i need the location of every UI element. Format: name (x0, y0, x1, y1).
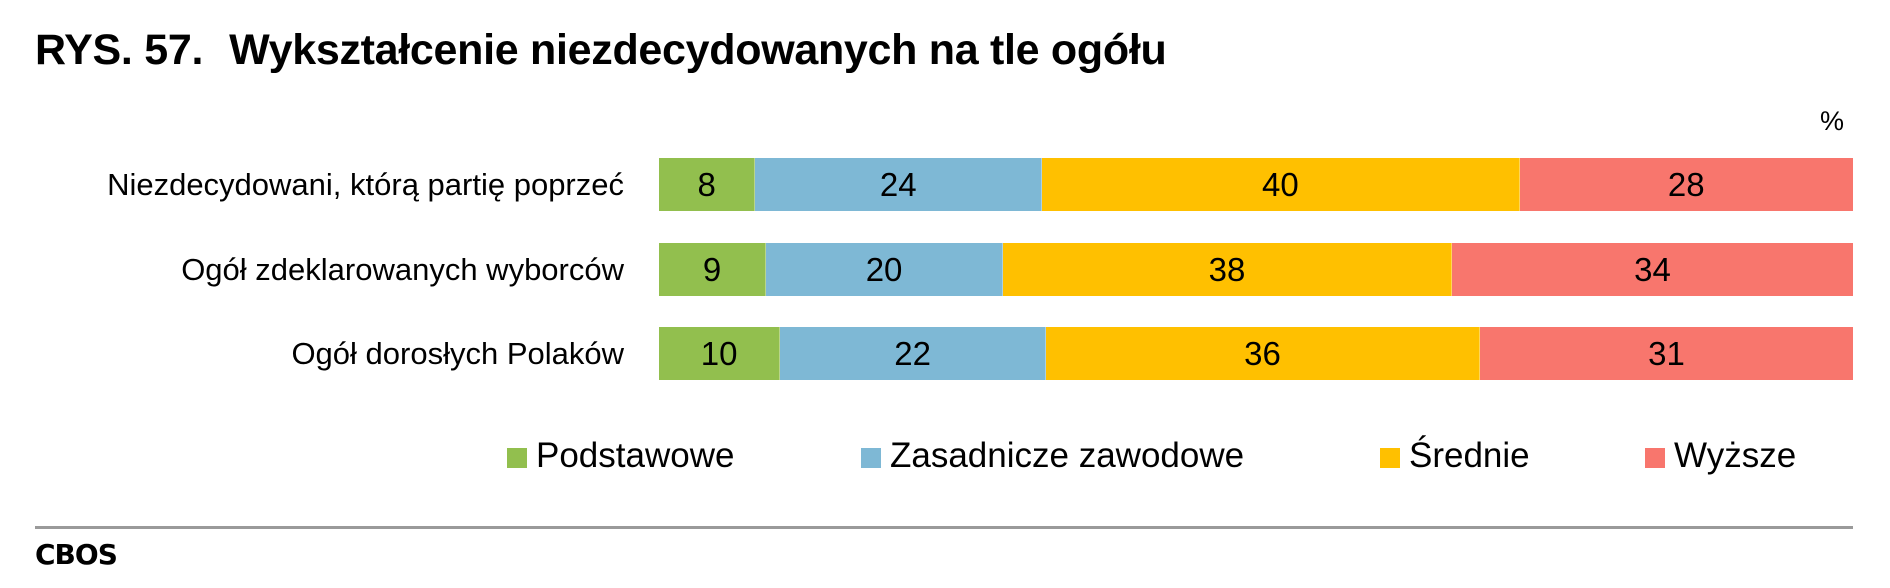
legend-label: Zasadnicze zawodowe (890, 436, 1245, 475)
unit-label: % (1820, 106, 1845, 136)
bar-row: Ogół dorosłych Polaków 10 22 36 31 (0, 327, 1890, 380)
figure-number: RYS. 57. (35, 26, 204, 74)
legend-swatch-icon (1645, 448, 1665, 468)
legend: Podstawowe Zasadnicze zawodowe Średnie W… (0, 436, 1890, 476)
source-label: CBOS (35, 538, 118, 571)
legend-label: Średnie (1409, 436, 1530, 475)
legend-label: Wyższe (1674, 436, 1797, 475)
segment-zasadnicze-zawodowe: 20 (766, 243, 1003, 296)
segment-wyzsze: 31 (1480, 327, 1853, 380)
segment-srednie: 40 (1042, 158, 1520, 211)
segment-podstawowe: 9 (659, 243, 767, 296)
bar-row: Ogół zdeklarowanych wyborców 9 20 38 34 (0, 243, 1890, 296)
legend-item-podstawowe: Podstawowe (507, 436, 734, 476)
legend-item-zasadnicze-zawodowe: Zasadnicze zawodowe (861, 436, 1244, 476)
segment-zasadnicze-zawodowe: 24 (755, 158, 1043, 211)
row-label: Ogół dorosłych Polaków (291, 336, 624, 371)
segment-podstawowe: 10 (659, 327, 781, 380)
segment-wyzsze: 34 (1452, 243, 1853, 296)
segment-podstawowe: 8 (659, 158, 756, 211)
legend-swatch-icon (861, 448, 881, 468)
segment-wyzsze: 28 (1519, 158, 1854, 211)
legend-item-wyzsze: Wyższe (1645, 436, 1796, 476)
chart-title: RYS. 57. Wykształcenie niezdecydowanych n… (35, 26, 1167, 75)
row-label: Ogół zdeklarowanych wyborców (181, 252, 624, 287)
footer-divider (35, 526, 1853, 529)
row-label: Niezdecydowani, którą partię poprzeć (107, 167, 624, 202)
bar-row: Niezdecydowani, którą partię poprzeć 8 2… (0, 158, 1890, 211)
legend-swatch-icon (507, 448, 527, 468)
stacked-bar: 9 20 38 34 (659, 243, 1853, 296)
legend-item-srednie: Średnie (1380, 436, 1530, 476)
legend-swatch-icon (1380, 448, 1400, 468)
figure-title: Wykształcenie niezdecydowanych na tle og… (229, 26, 1167, 74)
legend-label: Podstawowe (536, 436, 735, 475)
segment-zasadnicze-zawodowe: 22 (780, 327, 1046, 380)
segment-srednie: 36 (1045, 327, 1481, 380)
stacked-bar: 10 22 36 31 (659, 327, 1853, 380)
segment-srednie: 38 (1002, 243, 1453, 296)
stacked-bar: 8 24 40 28 (659, 158, 1854, 211)
